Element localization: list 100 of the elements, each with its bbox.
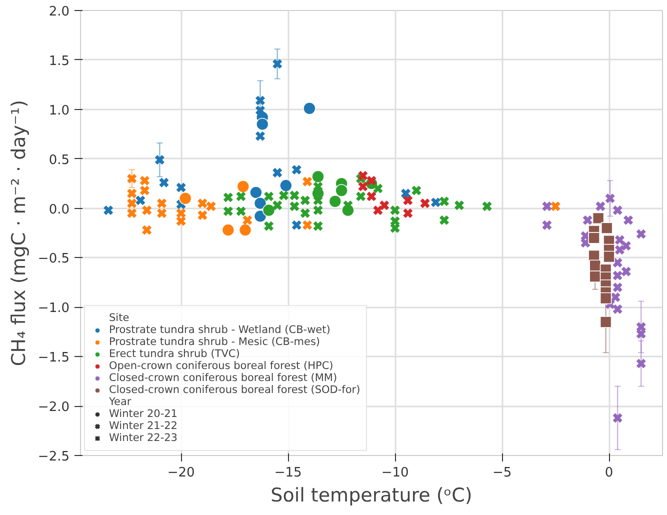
- point: [236, 180, 250, 193]
- point: [126, 198, 138, 209]
- y-tick-label: −2.5: [38, 450, 70, 464]
- point: [250, 186, 262, 199]
- point: [312, 220, 324, 232]
- point: [302, 220, 313, 230]
- y-tick-label: −1.0: [38, 301, 70, 316]
- point: [254, 196, 267, 210]
- point: [272, 200, 283, 211]
- point: [595, 201, 606, 212]
- point: [589, 260, 601, 272]
- point: [612, 412, 623, 424]
- x-tick-label: −20: [167, 466, 195, 480]
- x-tick-label: 0: [604, 466, 614, 480]
- point: [482, 201, 492, 212]
- y-axis-title: CH₄ flux (mgC · m⁻² · day⁻¹): [8, 100, 30, 366]
- y-tick-label: 0.5: [48, 152, 70, 168]
- point: [600, 222, 613, 234]
- point: [126, 173, 138, 184]
- point: [264, 220, 274, 232]
- point: [236, 191, 246, 202]
- point: [222, 192, 234, 203]
- point: [272, 167, 283, 178]
- point: [158, 177, 170, 188]
- point: [402, 208, 414, 219]
- point: [103, 204, 114, 216]
- y-tick-label: −1.5: [38, 350, 70, 366]
- point: [176, 199, 186, 210]
- point: [254, 210, 267, 223]
- point: [197, 210, 208, 220]
- y-tick-label: 0.0: [48, 202, 70, 218]
- point: [262, 204, 276, 217]
- point: [612, 204, 623, 216]
- point: [139, 185, 150, 196]
- point: [280, 179, 292, 192]
- point: [222, 224, 235, 236]
- point: [588, 232, 600, 244]
- x-axis-title: Soil temperature (ᵒC): [270, 484, 472, 506]
- point: [542, 201, 552, 212]
- point: [400, 188, 412, 199]
- point: [300, 208, 310, 219]
- point: [438, 196, 450, 207]
- legend-label: Winter 20-21: [109, 408, 178, 420]
- point: [289, 201, 300, 212]
- point: [603, 250, 615, 263]
- point: [600, 292, 612, 304]
- legend-label: Prostrate tundra shrub - Mesic (CB-mes): [109, 336, 320, 348]
- point: [438, 214, 450, 226]
- point: [589, 270, 601, 282]
- y-tick-label: −0.5: [38, 252, 70, 267]
- point: [254, 130, 266, 142]
- point: [254, 95, 266, 106]
- point: [372, 183, 384, 194]
- point: [622, 214, 634, 226]
- point: [142, 204, 152, 216]
- point: [139, 175, 150, 186]
- point: [236, 206, 246, 217]
- y-tick-label: 2.0: [48, 4, 70, 20]
- point: [582, 214, 593, 226]
- point: [636, 358, 646, 369]
- point: [176, 216, 186, 226]
- legend-label: Open-crown coniferous boreal forest (HPC): [109, 360, 334, 372]
- point: [420, 198, 430, 209]
- point: [612, 282, 623, 293]
- legend-label: Winter 22-23: [109, 432, 178, 444]
- point: [272, 58, 283, 70]
- legend-label: Prostrate tundra shrub - Wetland (CB-wet): [109, 324, 330, 336]
- y-tick-label: −2.0: [38, 400, 70, 416]
- point: [303, 102, 316, 115]
- legend-label: Winter 21-22: [109, 420, 178, 432]
- x-tick-label: −10: [381, 466, 409, 480]
- point: [291, 220, 302, 230]
- point: [300, 195, 310, 206]
- point: [356, 191, 366, 202]
- point: [542, 220, 552, 230]
- legend-label: Erect tundra shrub (TVC): [109, 348, 240, 360]
- point: [264, 191, 274, 202]
- legend-label: Closed-crown coniferous boreal forest (MM): [109, 372, 338, 384]
- point: [614, 234, 625, 246]
- point: [592, 212, 604, 224]
- point: [312, 170, 324, 184]
- point: [126, 208, 138, 219]
- point: [600, 316, 612, 328]
- point: [238, 224, 252, 236]
- point: [156, 198, 168, 209]
- point: [550, 201, 561, 212]
- point: [142, 224, 152, 236]
- point: [291, 164, 302, 175]
- point: [411, 185, 422, 196]
- point: [222, 206, 234, 217]
- legend-title: Site: [109, 312, 130, 324]
- point: [358, 181, 368, 192]
- point: [302, 176, 313, 187]
- point: [176, 208, 186, 219]
- point: [366, 191, 377, 202]
- point: [135, 195, 146, 206]
- point: [610, 292, 621, 303]
- point: [312, 204, 324, 216]
- y-tick-label: 1.0: [48, 103, 70, 118]
- x-tick-label: −15: [274, 466, 302, 480]
